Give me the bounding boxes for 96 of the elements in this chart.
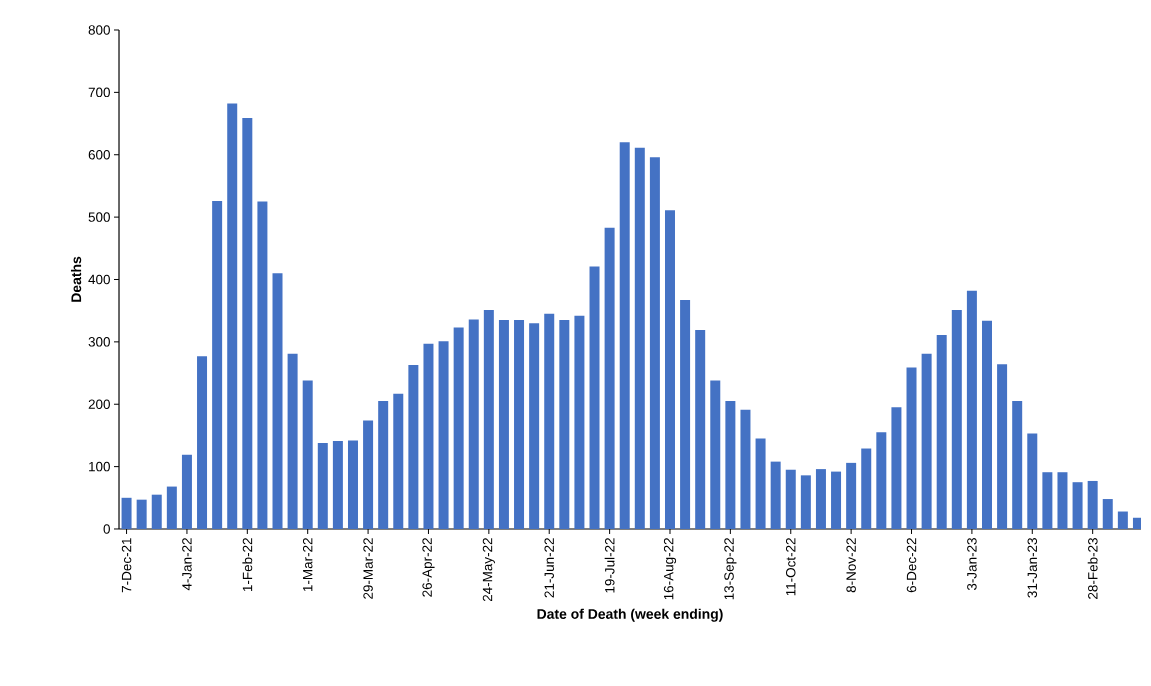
bar (906, 367, 917, 529)
bar (468, 319, 479, 529)
bar (1027, 433, 1038, 529)
bar (302, 380, 313, 529)
bar (815, 469, 826, 529)
bar (166, 486, 177, 529)
bar (740, 409, 751, 529)
bar (438, 341, 449, 529)
bar (347, 440, 358, 529)
bar (559, 320, 570, 529)
x-tick-label: 7-Dec-21 (121, 538, 132, 593)
bar (408, 364, 419, 529)
bar (529, 323, 540, 529)
bar (227, 103, 238, 529)
bar (272, 273, 283, 529)
bar (121, 497, 132, 529)
bar (317, 442, 328, 529)
y-axis-title: Deaths (70, 256, 82, 302)
bar (453, 327, 464, 529)
bar (498, 320, 509, 529)
y-tick-label: 300 (88, 337, 110, 347)
bar (332, 441, 343, 529)
bar (604, 227, 615, 529)
bar (634, 147, 645, 529)
x-tick-label: 26-Apr-22 (422, 538, 435, 597)
x-tick-label: 16-Aug-22 (663, 538, 677, 600)
bar (951, 310, 962, 529)
bar (966, 290, 977, 529)
bar (378, 401, 389, 529)
bar (891, 407, 902, 529)
bar (151, 494, 162, 529)
bar (1012, 401, 1023, 529)
bar (710, 380, 721, 529)
x-tick-label: 3-Jan-23 (967, 538, 977, 591)
bar (664, 210, 675, 529)
y-tick-label: 400 (88, 274, 110, 285)
bar (876, 432, 887, 529)
bar (242, 117, 253, 529)
bar (695, 330, 706, 529)
y-tick-label: 200 (88, 399, 110, 409)
bar (483, 310, 494, 529)
bar (363, 420, 374, 529)
bar (181, 454, 192, 529)
x-tick-label: 4-Jan-22 (182, 538, 192, 591)
y-tick-label: 700 (88, 87, 110, 98)
bar (212, 200, 223, 529)
bar (936, 335, 947, 529)
x-tick-label: 24-May-22 (482, 538, 495, 602)
bar (544, 313, 555, 529)
bar (861, 448, 872, 529)
bar (982, 320, 992, 529)
bar (755, 438, 766, 529)
bar (785, 469, 796, 529)
bar (921, 353, 932, 529)
bar (619, 142, 630, 529)
bar (514, 320, 525, 529)
bar (257, 201, 268, 529)
bar (589, 266, 600, 529)
bar (1057, 472, 1068, 529)
bar (800, 475, 811, 529)
bar (680, 300, 691, 529)
x-tick-label: 13-Sep-22 (724, 538, 737, 600)
y-tick-label: 800 (88, 25, 110, 35)
bar (997, 364, 1008, 529)
x-tick-label: 21-Jun-22 (544, 538, 554, 598)
bar (1087, 480, 1098, 529)
x-tick-label: 8-Nov-22 (846, 538, 856, 593)
bar (197, 356, 208, 529)
x-tick-label: 6-Dec-22 (906, 538, 917, 593)
bar (1102, 499, 1113, 529)
bar (423, 343, 434, 529)
bar (1072, 482, 1083, 529)
x-tick-label: 29-Mar-22 (363, 538, 373, 599)
y-tick-label: 600 (88, 149, 110, 160)
bar (1132, 517, 1141, 529)
bar (770, 461, 781, 529)
x-tick-label: 1-Mar-22 (302, 538, 313, 592)
bar (287, 353, 298, 529)
x-tick-label: 31-Jan-23 (1027, 538, 1038, 598)
bar (1042, 472, 1053, 529)
bar (846, 462, 857, 529)
x-tick-label: 11-Oct-22 (786, 538, 796, 596)
x-axis-title: Date of Death (week ending) (537, 608, 723, 622)
bar (1117, 511, 1128, 529)
bar (393, 393, 404, 529)
bar (136, 499, 147, 529)
bar (574, 315, 585, 529)
bar (831, 471, 842, 529)
x-tick-label: 19-Jul-22 (604, 538, 615, 593)
bar (725, 401, 736, 529)
x-tick-label: 28-Feb-23 (1087, 538, 1098, 599)
bar (649, 157, 660, 529)
x-tick-label: 1-Feb-22 (242, 538, 253, 592)
y-tick-label: 0 (103, 524, 110, 534)
y-tick-label: 100 (89, 461, 110, 472)
y-tick-label: 500 (88, 212, 110, 222)
